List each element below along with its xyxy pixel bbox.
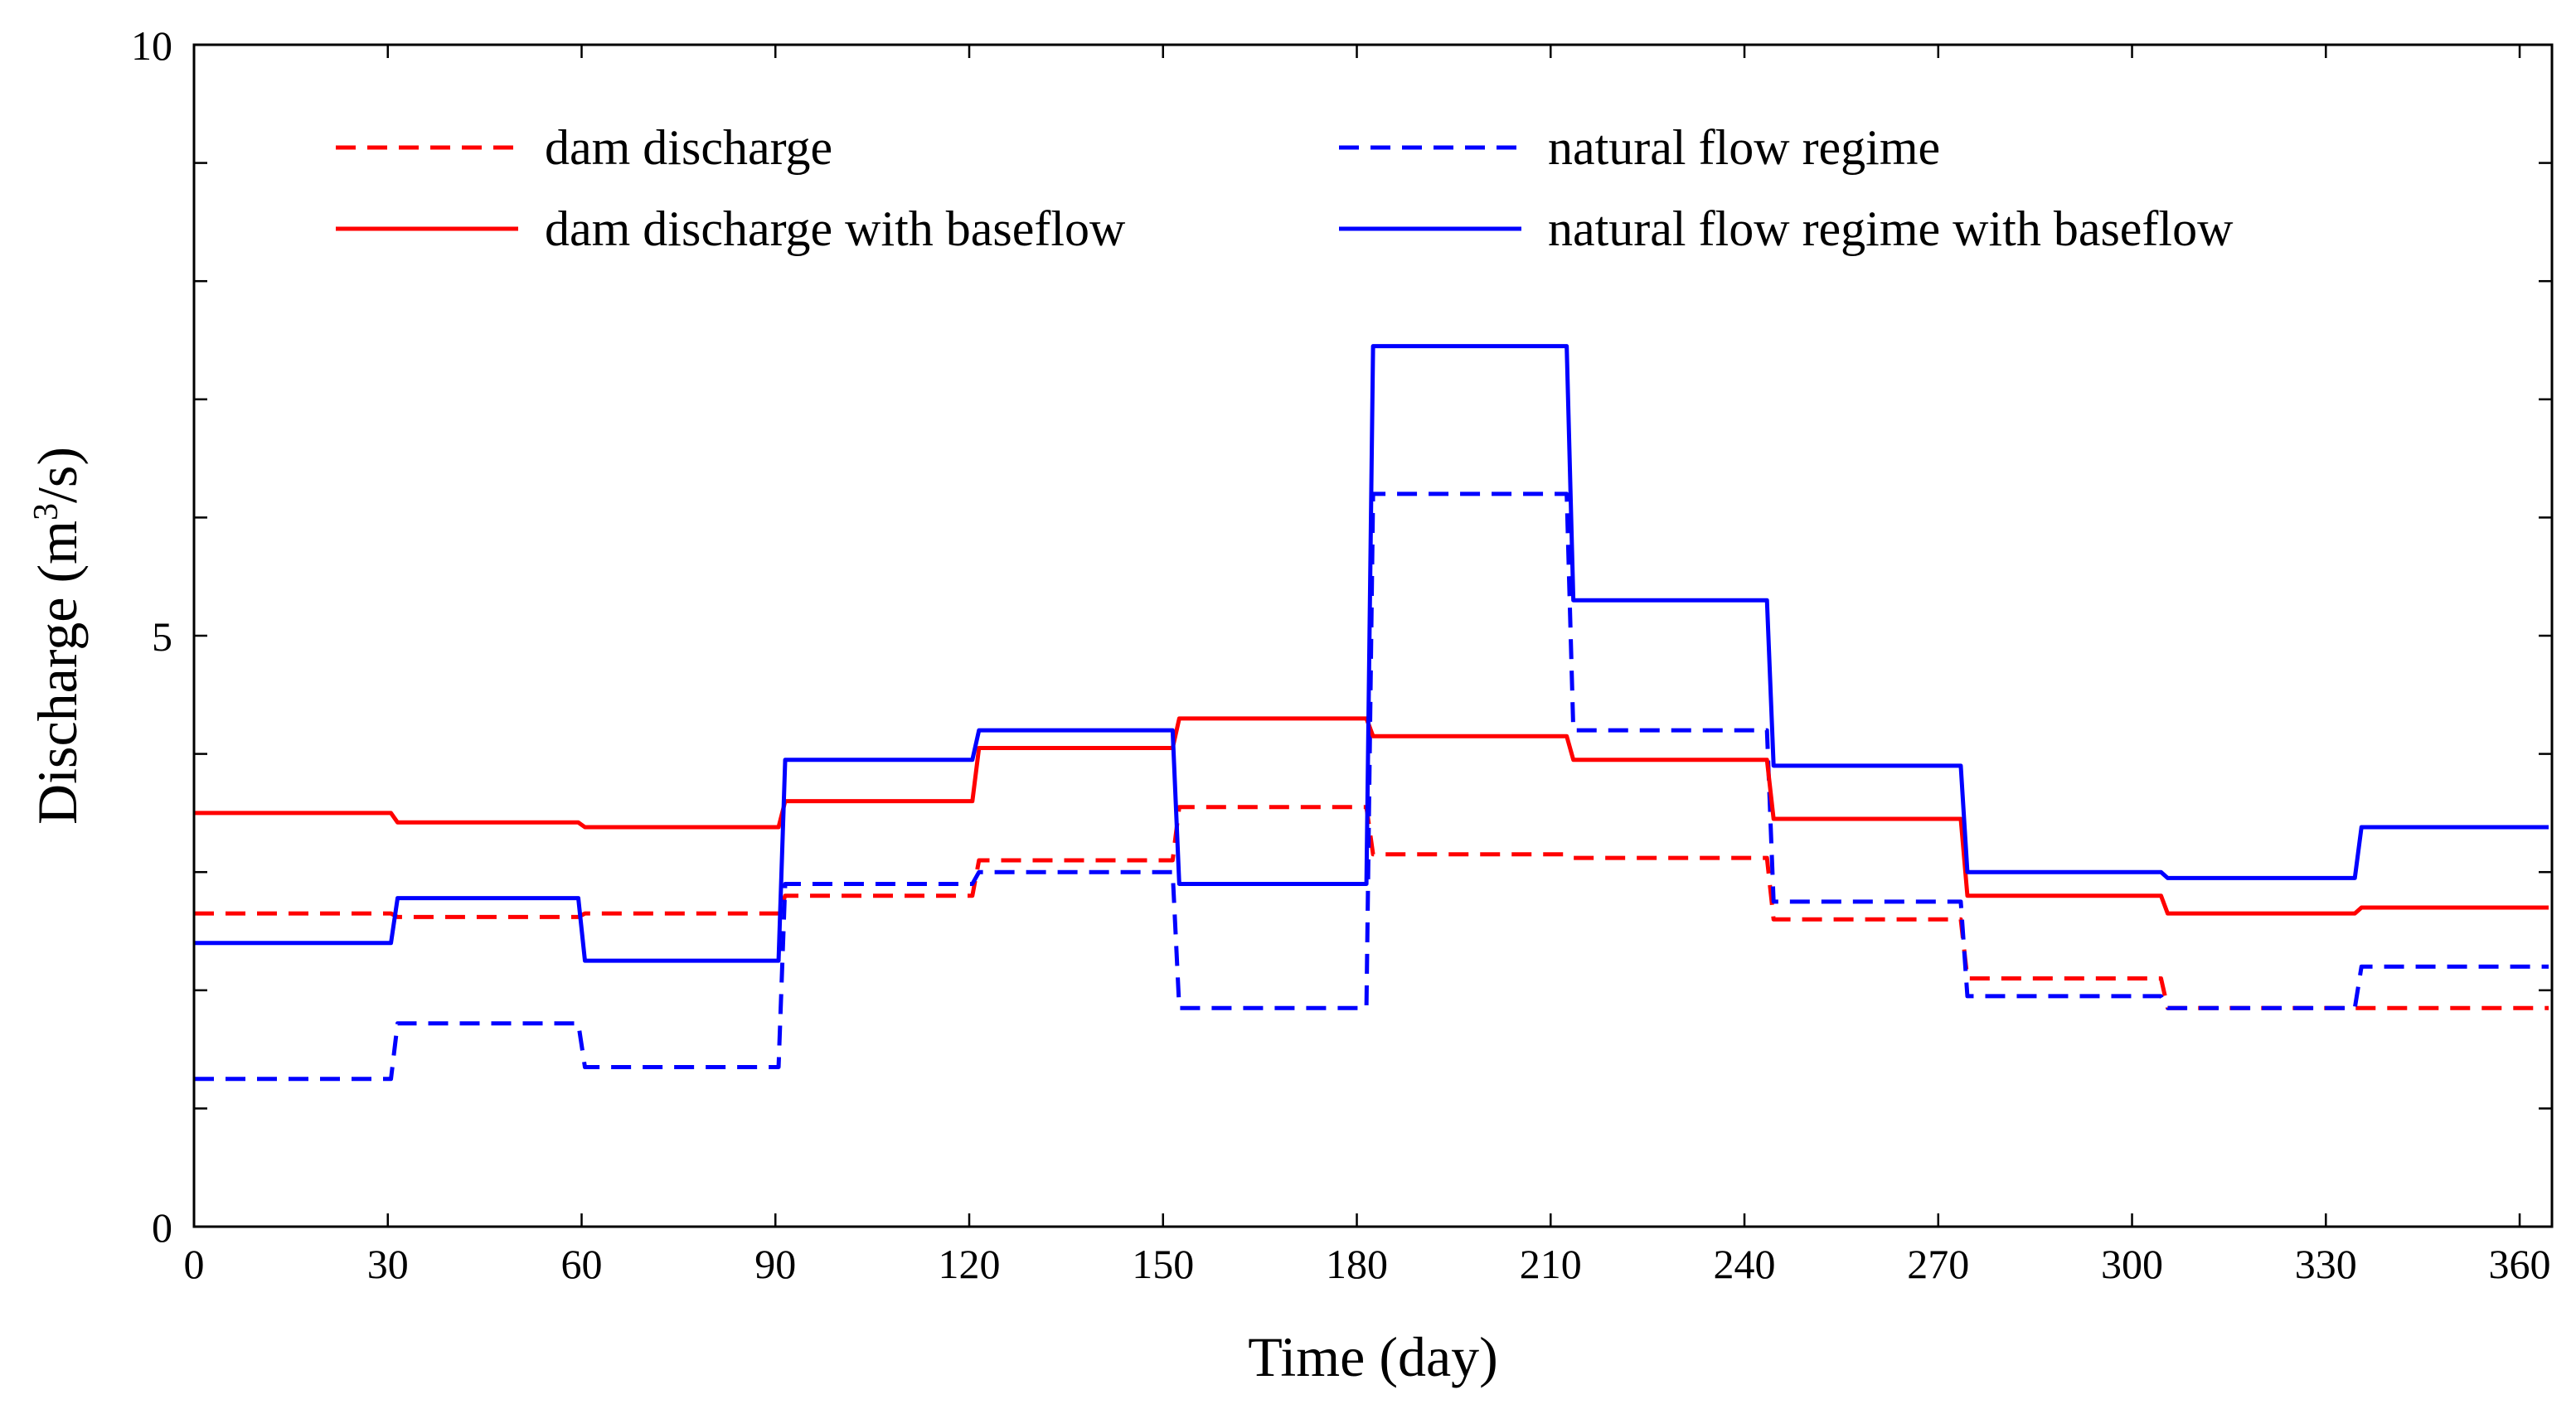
x-tick-label: 60	[561, 1241, 603, 1287]
y-tick-label: 5	[152, 613, 172, 660]
x-tick-label: 30	[367, 1241, 409, 1287]
x-tick-label: 90	[754, 1241, 796, 1287]
x-tick-label: 360	[2489, 1241, 2551, 1287]
y-tick-label: 0	[152, 1204, 172, 1251]
legend: dam discharge natural flow regime dam disc…	[336, 120, 2234, 256]
x-tick-label: 150	[1132, 1241, 1194, 1287]
y-axis-label-tail: /s)	[26, 447, 89, 503]
series-line-1	[194, 805, 2549, 1010]
legend-label-4: natural flow regime with baseflow	[1548, 201, 2234, 256]
series-line-4	[194, 344, 2549, 963]
series-layer	[194, 344, 2549, 1082]
legend-label-1: dam discharge	[545, 120, 832, 175]
x-tick-label: 300	[2101, 1241, 2163, 1287]
x-tick-label: 240	[1714, 1241, 1776, 1287]
x-tick-label: 330	[2295, 1241, 2357, 1287]
x-tick-label: 210	[1520, 1241, 1582, 1287]
legend-label-2: natural flow regime	[1548, 120, 1940, 175]
x-axis-label: Time (day)	[1248, 1325, 1498, 1388]
ticks-layer: 0 30 60 90 120 150 180 210 240 270 300 330 360 0 5 10	[131, 22, 2552, 1287]
y-axis-label: Discharge (m3/s)	[26, 447, 89, 825]
legend-label-3: dam discharge with baseflow	[545, 201, 1126, 256]
y-axis-label-main: Discharge (m	[26, 521, 89, 825]
y-tick-label: 10	[131, 22, 172, 69]
x-tick-label: 120	[939, 1241, 1001, 1287]
x-tick-label: 270	[1907, 1241, 1969, 1287]
x-tick-label: 0	[184, 1241, 205, 1287]
x-tick-label: 180	[1326, 1241, 1388, 1287]
y-axis-label-sup: 3	[27, 503, 65, 521]
